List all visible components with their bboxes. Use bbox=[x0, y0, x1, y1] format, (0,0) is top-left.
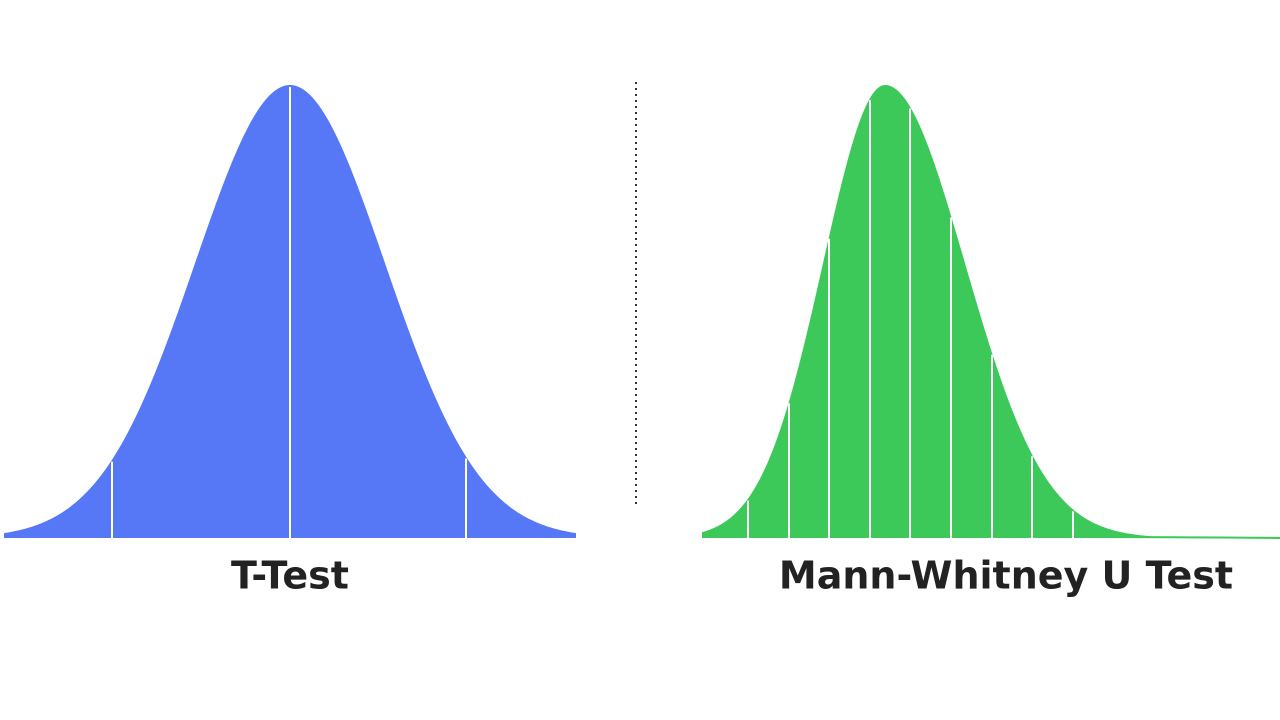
distribution-tail bbox=[1099, 536, 1280, 539]
skewed-distribution bbox=[702, 85, 1150, 538]
panel-label: Mann-Whitney U Test bbox=[779, 554, 1233, 598]
panel-label: T-Test bbox=[231, 554, 349, 598]
divider-lines bbox=[111, 87, 467, 538]
divider-lines bbox=[747, 100, 1074, 538]
